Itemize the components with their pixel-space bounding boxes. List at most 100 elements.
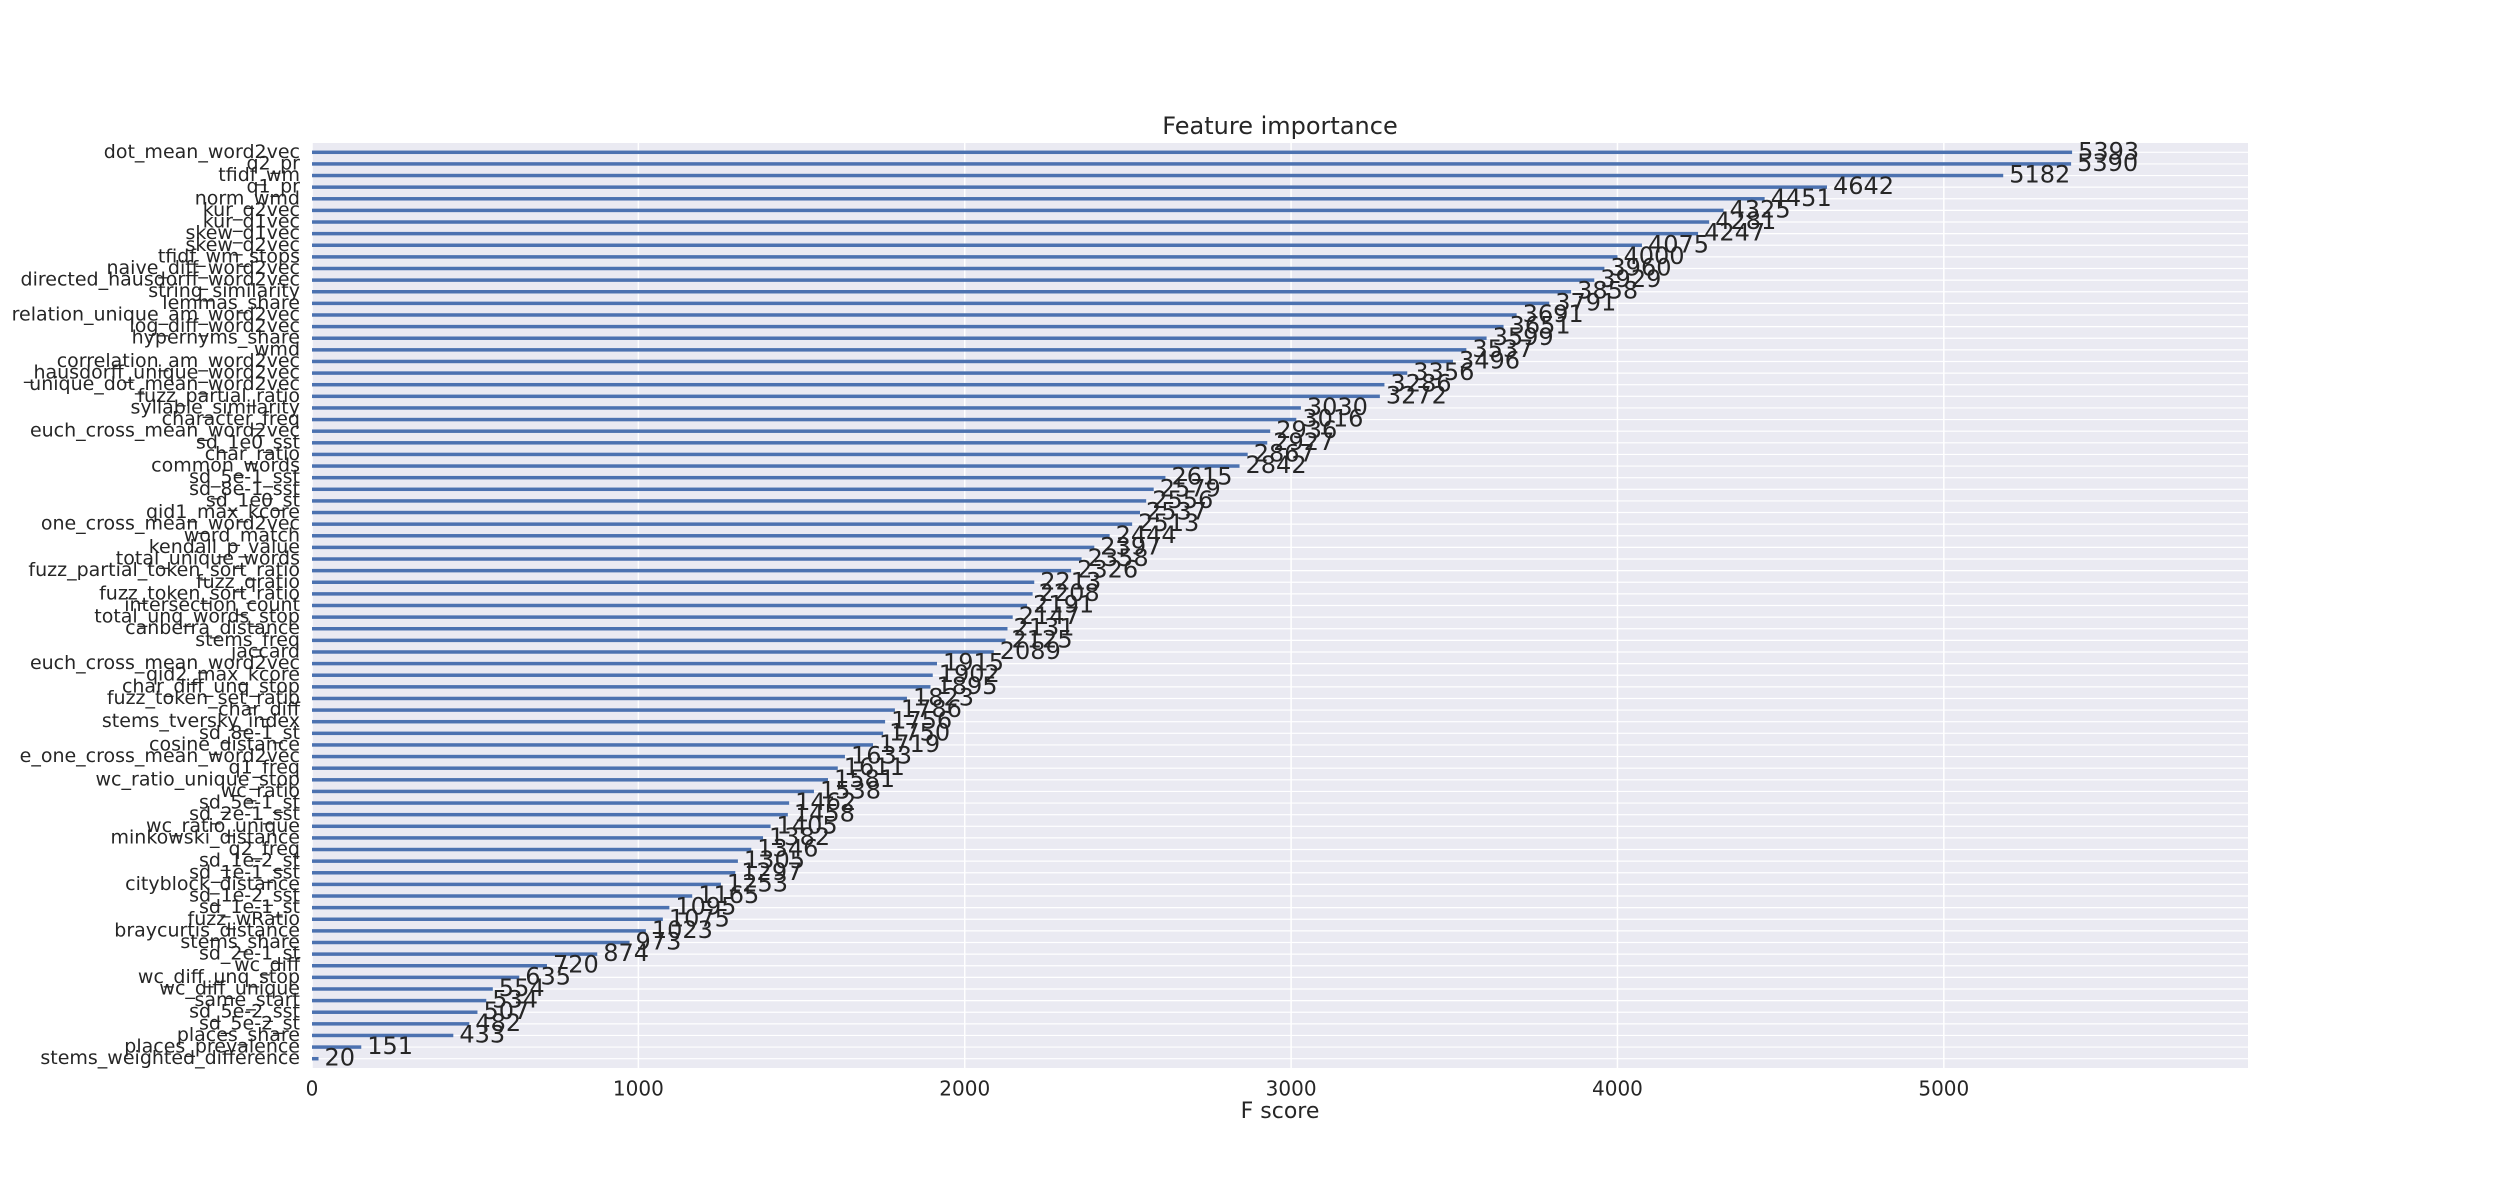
y-tick-label: sd_1e0_st bbox=[206, 489, 300, 511]
bar bbox=[312, 359, 1453, 364]
value-label: 482 bbox=[475, 1009, 521, 1037]
value-label: 1633 bbox=[851, 742, 912, 770]
y-tick-label: dot_mean_word2vec bbox=[104, 141, 300, 163]
bar bbox=[312, 452, 1248, 457]
bar bbox=[312, 789, 814, 794]
bar bbox=[312, 696, 907, 701]
value-label: 3496 bbox=[1459, 346, 1520, 374]
value-label: 1756 bbox=[891, 707, 952, 735]
y-tick-label: sd_1e0_sst bbox=[196, 431, 300, 453]
bar bbox=[312, 441, 1268, 445]
bar bbox=[312, 836, 764, 840]
y-tick-label: wc_diff bbox=[234, 954, 301, 976]
value-label: 2089 bbox=[1000, 637, 1061, 665]
value-label: 2842 bbox=[1246, 451, 1307, 479]
y-tick-label: relation_unique_am_word2vec bbox=[12, 303, 300, 325]
value-label: 1075 bbox=[669, 904, 730, 932]
x-tick-label: 5000 bbox=[1918, 1077, 1969, 1101]
y-tick-label: sd_1e-1_st bbox=[199, 896, 300, 918]
value-label: 1786 bbox=[901, 695, 962, 723]
y-tick-label: character_freq bbox=[162, 408, 300, 430]
y-tick-label: log_diff_word2vec bbox=[129, 315, 300, 337]
bar bbox=[312, 1045, 362, 1049]
bar bbox=[312, 719, 886, 724]
value-label: 3030 bbox=[1307, 393, 1368, 421]
value-label: 1915 bbox=[943, 649, 1004, 677]
bar bbox=[312, 754, 845, 759]
bar bbox=[312, 626, 1008, 631]
y-tick-label: sd_5e-1_sst bbox=[189, 466, 300, 488]
value-label: 2125 bbox=[1012, 625, 1073, 653]
value-label: 3960 bbox=[1610, 254, 1671, 282]
bar bbox=[312, 1056, 319, 1061]
y-tick-label: cosine_distance bbox=[149, 733, 300, 755]
value-label: 720 bbox=[553, 951, 599, 979]
bar bbox=[312, 429, 1271, 433]
value-label: 2213 bbox=[1040, 567, 1101, 595]
bar bbox=[312, 847, 752, 852]
bar bbox=[312, 150, 2073, 155]
value-label: 1458 bbox=[794, 800, 855, 828]
value-label: 2615 bbox=[1171, 463, 1232, 491]
bar bbox=[312, 812, 788, 817]
value-label: 1902 bbox=[939, 660, 1000, 688]
value-label: 3651 bbox=[1510, 312, 1571, 340]
y-tick-label: euch_cross_mean_word2vec bbox=[30, 652, 300, 674]
bar bbox=[312, 382, 1385, 387]
value-label: 1462 bbox=[795, 788, 856, 816]
bar bbox=[312, 173, 2004, 178]
y-tick-label: minkowski_distance bbox=[110, 826, 300, 848]
y-tick-label: word_match bbox=[184, 524, 300, 546]
y-tick-label: common_words bbox=[151, 455, 300, 477]
value-label: 1305 bbox=[744, 846, 805, 874]
value-label: 3858 bbox=[1577, 277, 1638, 305]
y-tick-label: skew_q1vec bbox=[186, 222, 300, 244]
y-tick-label: char_diff bbox=[218, 699, 301, 721]
bar bbox=[312, 650, 994, 654]
y-tick-label: same_start bbox=[195, 989, 301, 1011]
y-tick-label: q2_pr bbox=[246, 152, 300, 174]
value-label: 2326 bbox=[1077, 556, 1138, 584]
value-label: 2147 bbox=[1019, 602, 1080, 630]
bar bbox=[312, 290, 1572, 294]
value-label: 2936 bbox=[1276, 416, 1337, 444]
y-tick-label: sd_5e-1_st bbox=[199, 792, 300, 814]
y-tick-label: string_similarity bbox=[148, 280, 300, 302]
y-tick-label: total_unique_words bbox=[116, 548, 300, 570]
value-label: 20 bbox=[325, 1044, 356, 1072]
value-label: 3286 bbox=[1390, 370, 1451, 398]
value-label: 2867 bbox=[1254, 439, 1315, 467]
value-label: 1095 bbox=[675, 893, 736, 921]
bar bbox=[312, 905, 670, 910]
y-tick-label: jaccard bbox=[230, 640, 300, 662]
y-tick-label: sd_1e-1_sst bbox=[189, 861, 300, 883]
bar bbox=[312, 255, 1618, 259]
bar bbox=[312, 929, 646, 933]
chart-title: Feature importance bbox=[1162, 112, 1397, 140]
bar bbox=[312, 766, 838, 770]
y-tick-label: sd_1e-2_st bbox=[199, 850, 300, 872]
x-tick-label: 3000 bbox=[1266, 1077, 1317, 1101]
y-tick-label: char_diff_unq_stop bbox=[122, 675, 300, 697]
y-tick-label: canberra_distance bbox=[125, 617, 300, 639]
value-label: 4247 bbox=[1704, 219, 1765, 247]
bar bbox=[312, 545, 1095, 550]
value-label: 1253 bbox=[727, 869, 788, 897]
y-tick-label: sd_2e-1_sst bbox=[189, 803, 300, 825]
value-label: 3599 bbox=[1493, 323, 1554, 351]
y-tick-label: e_one_cross_mean_word2vec bbox=[20, 745, 300, 767]
value-label: 1895 bbox=[936, 672, 997, 700]
y-tick-label: correlation_am_word2vec bbox=[57, 350, 300, 372]
y-tick-label: wc_ratio_unique_stop bbox=[96, 768, 300, 790]
bar bbox=[312, 917, 663, 921]
bar bbox=[312, 673, 933, 677]
bar bbox=[312, 952, 598, 956]
bar bbox=[312, 661, 937, 666]
y-tick-label: intersection_count bbox=[124, 594, 300, 616]
bar bbox=[312, 557, 1082, 561]
value-label: 1611 bbox=[844, 753, 905, 781]
bar bbox=[312, 580, 1035, 585]
bar bbox=[312, 824, 771, 829]
